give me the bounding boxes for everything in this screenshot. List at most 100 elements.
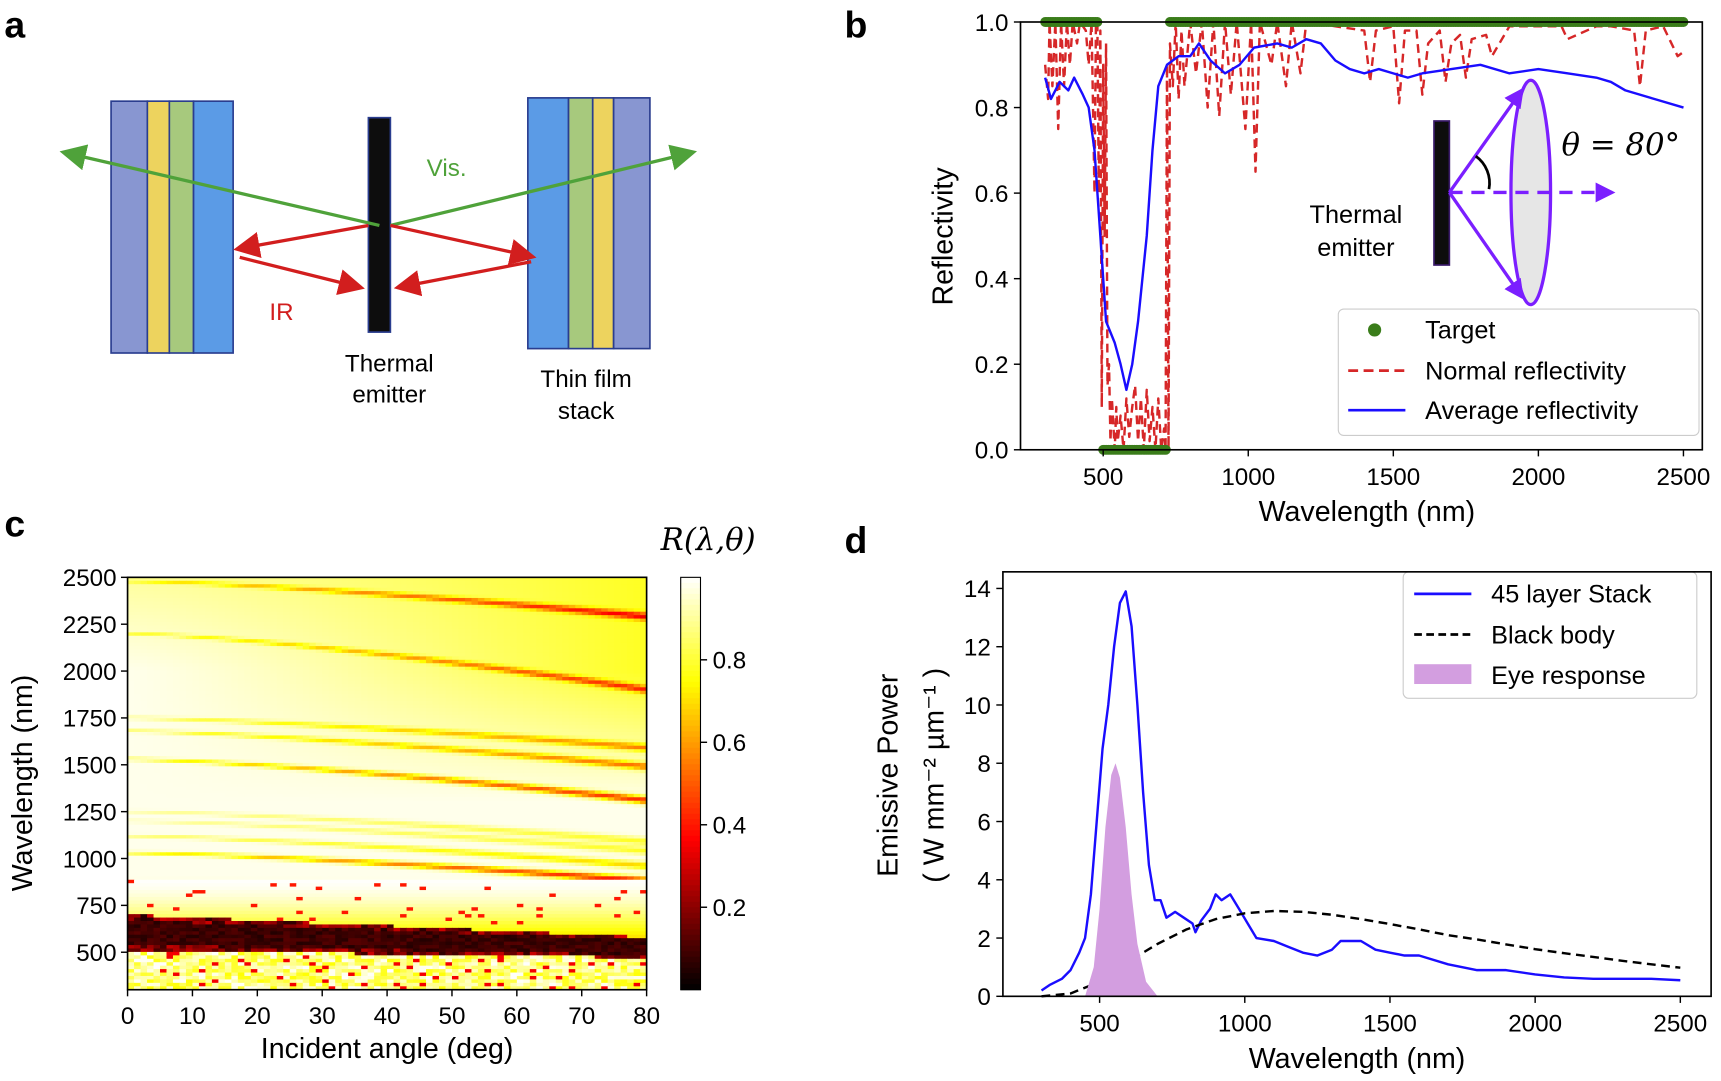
heatmap-cell xyxy=(153,738,161,743)
heatmap-cell xyxy=(471,632,479,637)
heatmap-cell xyxy=(231,680,239,685)
heatmap-cell xyxy=(568,601,576,606)
heatmap-cell xyxy=(192,594,200,599)
heatmap-cell xyxy=(497,632,505,637)
visible-arrow-left xyxy=(59,144,380,228)
heatmap-cell xyxy=(413,635,420,640)
heatmap-cell xyxy=(380,721,388,726)
heatmap-cell xyxy=(283,759,291,764)
heatmap-cell xyxy=(289,711,297,716)
heatmap-cell xyxy=(160,752,167,757)
heatmap-cell xyxy=(192,766,200,771)
heatmap-cell xyxy=(283,707,291,712)
heatmap-cell xyxy=(458,683,466,688)
heatmap-cell xyxy=(205,683,213,688)
heatmap-cell xyxy=(614,687,622,692)
heatmap-cell xyxy=(179,635,187,640)
heatmap-cell xyxy=(354,742,362,747)
heatmap-cell xyxy=(322,628,330,633)
heatmap-cell xyxy=(147,738,154,743)
heatmap-cell xyxy=(179,646,187,650)
heatmap-cell xyxy=(127,604,135,609)
heatmap-cell xyxy=(166,604,174,609)
heatmap-cell xyxy=(380,618,388,623)
heatmap-cell xyxy=(153,735,161,740)
heatmap-cell xyxy=(367,687,375,692)
heatmap-cell xyxy=(477,632,485,637)
heatmap-cell xyxy=(451,752,459,757)
heatmap-cell xyxy=(588,756,596,760)
heatmap-cell xyxy=(296,749,304,754)
heatmap-cell xyxy=(309,683,317,688)
heatmap-cell xyxy=(361,752,369,757)
heatmap-cell xyxy=(516,639,524,644)
heatmap-cell xyxy=(224,646,232,650)
heatmap-cell xyxy=(309,677,317,681)
heatmap-cell xyxy=(374,646,382,650)
heatmap-cell xyxy=(503,597,511,602)
heatmap-cell xyxy=(555,683,563,688)
heatmap-cell xyxy=(140,656,148,661)
heatmap-cell xyxy=(335,701,343,705)
heatmap-cell xyxy=(348,721,356,726)
heatmap-cell xyxy=(413,615,420,620)
heatmap-cell xyxy=(588,666,596,671)
heatmap-cell xyxy=(380,742,388,747)
heatmap-cell xyxy=(484,756,492,760)
heatmap-cell xyxy=(231,656,239,661)
heatmap-cell xyxy=(516,718,524,723)
heatmap-cell xyxy=(562,601,570,606)
heatmap-cell xyxy=(601,749,609,754)
heatmap-cell xyxy=(296,656,304,661)
heatmap-cell xyxy=(302,622,310,626)
heatmap-cell xyxy=(432,584,440,589)
heatmap-cell xyxy=(263,721,271,726)
heatmap-cell xyxy=(445,711,453,716)
heatmap-cell xyxy=(335,591,343,595)
heatmap-cell xyxy=(244,714,252,719)
heatmap-cell xyxy=(380,711,388,716)
heatmap-cell xyxy=(224,659,232,664)
heatmap-cell xyxy=(536,759,544,764)
heatmap-cell xyxy=(283,628,291,633)
heatmap-cell xyxy=(490,622,498,626)
heatmap-cell xyxy=(503,608,511,613)
heatmap-cell xyxy=(354,639,362,644)
heatmap-cell xyxy=(172,735,180,740)
heatmap-cell xyxy=(283,683,291,688)
heatmap-cell xyxy=(302,735,310,740)
heatmap-cell xyxy=(172,659,180,664)
heatmap-cell xyxy=(458,694,466,699)
heatmap-cell xyxy=(400,762,407,767)
heatmap-cell xyxy=(451,707,459,712)
heatmap-cell xyxy=(198,659,206,664)
heatmap-cell xyxy=(516,697,524,702)
heatmap-cell xyxy=(497,680,505,685)
heatmap-cell xyxy=(218,635,226,640)
heatmap-cell xyxy=(471,618,479,623)
heatmap-cell xyxy=(296,735,304,740)
heatmap-cell xyxy=(484,663,492,668)
heatmap-cell xyxy=(283,601,291,606)
heatmap-cell xyxy=(426,646,433,650)
heatmap-cell xyxy=(224,745,232,750)
heatmap-cell xyxy=(426,601,433,606)
heatmap-cell xyxy=(413,639,420,644)
heatmap-cell xyxy=(536,738,544,743)
heatmap-cell xyxy=(192,666,200,671)
heatmap-cell xyxy=(393,670,401,675)
heatmap-cell xyxy=(224,632,232,637)
heatmap-cell xyxy=(315,652,323,657)
heatmap-cell xyxy=(341,721,349,726)
heatmap-cell xyxy=(367,608,375,613)
heatmap-cell xyxy=(322,683,330,688)
heatmap-cell xyxy=(315,707,323,712)
heatmap-cell xyxy=(471,711,479,716)
heatmap-cell xyxy=(620,601,628,606)
heatmap-cell xyxy=(192,646,200,650)
heatmap-cell xyxy=(542,652,550,657)
heatmap-cell xyxy=(244,752,252,757)
heatmap-cell xyxy=(315,663,323,668)
heatmap-cell xyxy=(134,625,141,630)
heatmap-cell xyxy=(438,677,446,681)
